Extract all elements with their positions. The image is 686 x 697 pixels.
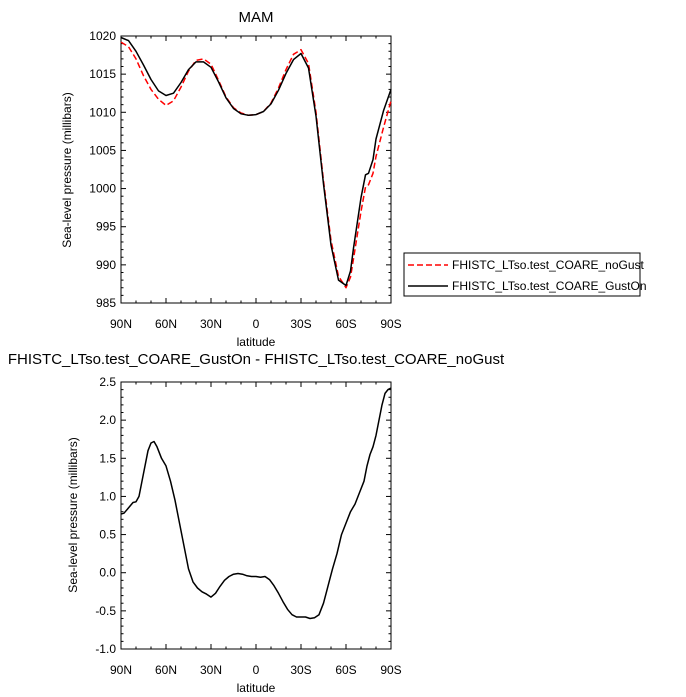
y-tick-label: 985 [96, 296, 116, 310]
y-tick-label: 0.0 [99, 566, 116, 580]
y-tick-label: 1020 [89, 29, 116, 43]
bottom-plot-frame [120, 381, 392, 650]
bottom-y-axis-label: Sea-level pressure (millibars) [66, 437, 80, 592]
x-tick-label: 60S [335, 663, 356, 677]
top-x-axis-label: latitude [237, 335, 276, 349]
bottom-x-axis-label: latitude [237, 681, 276, 695]
top-series-lines [120, 36, 392, 289]
y-tick-label: -0.5 [95, 604, 116, 618]
y-tick-label: 995 [96, 220, 116, 234]
top-series-line-1 [120, 36, 392, 287]
top-x-axis: 90N 60N 30N 0 30S 60S 90S [110, 36, 402, 331]
x-tick-label: 90N [110, 663, 132, 677]
bottom-x-axis: 90N 60N 30N 0 30S 60S 90S [110, 382, 402, 677]
y-tick-label: 990 [96, 258, 116, 272]
top-chart-title: MAM [239, 9, 274, 26]
y-tick-label: 1015 [89, 67, 116, 81]
bottom-chart-title: FHISTC_LTso.test_COARE_GustOn - FHISTC_L… [8, 351, 505, 368]
x-tick-label: 90S [380, 317, 401, 331]
bottom-series-line-0 [120, 387, 392, 620]
y-tick-label: 1.5 [99, 451, 116, 465]
legend-box [403, 252, 641, 297]
x-tick-label: 0 [253, 317, 260, 331]
y-tick-label: 0.5 [99, 528, 116, 542]
x-tick-label: 30S [290, 317, 311, 331]
bottom-series-lines [120, 387, 392, 620]
x-tick-label: 60S [335, 317, 356, 331]
top-panel: MAM 985 990 995 1000 1005 1010 1015 1020 90N 60N… [60, 9, 402, 349]
legend-label-nogust: FHISTC_LTso.test_COARE_noGust [452, 258, 645, 272]
y-tick-label: -1.0 [95, 642, 116, 656]
y-tick-label: 2.5 [99, 375, 116, 389]
y-tick-label: 1.0 [99, 489, 116, 503]
x-tick-label: 0 [253, 663, 260, 677]
legend-label-guston: FHISTC_LTso.test_COARE_GustOn [452, 279, 647, 293]
legend: FHISTC_LTso.test_COARE_noGust FHISTC_LTs… [403, 252, 647, 297]
y-tick-label: 1010 [89, 105, 116, 119]
top-plot-frame [120, 35, 392, 304]
x-tick-label: 30N [200, 317, 222, 331]
x-tick-label: 60N [155, 663, 177, 677]
top-series-line-0 [120, 41, 392, 289]
y-tick-label: 1005 [89, 143, 116, 157]
y-tick-label: 2.0 [99, 413, 116, 427]
x-tick-label: 90S [380, 663, 401, 677]
bottom-y-axis: -1.0 -0.5 0.0 0.5 1.0 1.5 2.0 2.5 [95, 375, 391, 656]
top-y-axis-label: Sea-level pressure (millibars) [60, 92, 74, 247]
x-tick-label: 30N [200, 663, 222, 677]
x-tick-label: 60N [155, 317, 177, 331]
top-y-axis: 985 990 995 1000 1005 1010 1015 1020 [89, 29, 391, 310]
x-tick-label: 30S [290, 663, 311, 677]
x-tick-label: 90N [110, 317, 132, 331]
bottom-panel: FHISTC_LTso.test_COARE_GustOn - FHISTC_L… [8, 351, 505, 695]
y-tick-label: 1000 [89, 182, 116, 196]
